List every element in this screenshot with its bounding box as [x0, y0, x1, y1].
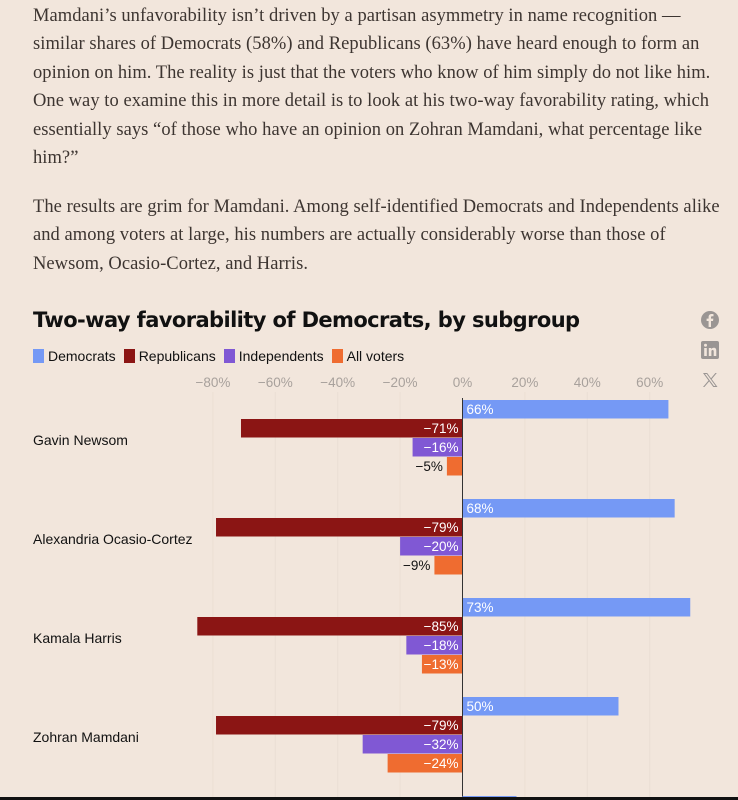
bar-republicans: [240, 419, 463, 438]
legend-label: All voters: [346, 348, 405, 364]
category-label: Gavin Newsom: [33, 432, 128, 448]
legend-swatch-democrats: [33, 349, 44, 363]
data-label: −32%: [424, 737, 459, 752]
bar-independents: [362, 735, 463, 754]
data-label: −5%: [415, 459, 442, 474]
legend-swatch-republicans: [123, 349, 135, 363]
bar-all-voters: [421, 655, 463, 674]
x-tick-label: 20%: [511, 375, 538, 390]
chart-legend: Democrats Republicans Independents All v…: [33, 348, 404, 364]
category-label: Kamala Harris: [33, 630, 122, 646]
x-tick-label: −80%: [195, 375, 230, 390]
bar-democrats: [462, 697, 619, 716]
legend-item-democrats: Democrats: [33, 348, 116, 364]
data-label: 68%: [467, 501, 494, 516]
data-label: 50%: [467, 699, 494, 714]
data-label: −71%: [424, 421, 459, 436]
data-label: −9%: [403, 558, 430, 573]
data-label: 73%: [467, 600, 494, 615]
facebook-icon[interactable]: [700, 310, 720, 330]
linkedin-icon[interactable]: [700, 340, 720, 360]
bar-all-voters: [434, 556, 463, 575]
bar-republicans: [216, 716, 463, 735]
data-label: −24%: [424, 756, 459, 771]
bar-independents: [412, 438, 463, 457]
bar-republicans: [197, 617, 463, 636]
category-label: Zohran Mamdani: [33, 729, 139, 745]
x-tick-label: −60%: [258, 375, 293, 390]
bar-independents: [400, 537, 463, 556]
data-label: −16%: [424, 440, 459, 455]
bar-independents: [406, 636, 463, 655]
category-label: Alexandria Ocasio-Cortez: [33, 531, 193, 547]
legend-item-republicans: Republicans: [123, 348, 216, 364]
chart-title: Two-way favorability of Democrats, by su…: [33, 308, 580, 332]
bar-all-voters: [446, 457, 463, 476]
data-label: 66%: [467, 402, 494, 417]
article-paragraph-2: The results are grim for Mamdani. Among …: [33, 197, 720, 274]
x-tick-label: 60%: [636, 375, 663, 390]
data-label: −20%: [424, 539, 459, 554]
x-tick-label: 0%: [453, 375, 473, 390]
legend-swatch-all-voters: [331, 349, 343, 363]
data-label: −18%: [424, 638, 459, 653]
x-tick-label: −40%: [320, 375, 355, 390]
page-bottom-edge: [0, 797, 738, 800]
bar-all-voters: [387, 754, 463, 773]
legend-label: Democrats: [48, 348, 116, 364]
legend-item-independents: Independents: [223, 348, 324, 364]
legend-label: Independents: [238, 348, 324, 364]
data-label: −79%: [424, 520, 459, 535]
bar-democrats: [462, 598, 691, 617]
x-tick-label: −20%: [383, 375, 418, 390]
legend-swatch-independents: [223, 349, 235, 363]
bar-democrats: [462, 400, 669, 419]
data-label: −79%: [424, 718, 459, 733]
bar-republicans: [216, 518, 463, 537]
legend-item-all-voters: All voters: [331, 348, 405, 364]
bar-chart: −80% −60% −40% −20% 0% 20% 40% 60% Gavin Newsom 6…: [33, 375, 691, 798]
x-tick-label: 40%: [574, 375, 601, 390]
x-icon[interactable]: [700, 370, 720, 390]
article-paragraph-1: Mamdani’s unfavorability isn’t driven by…: [33, 6, 711, 169]
data-label: −13%: [424, 657, 459, 672]
data-label: −85%: [424, 619, 459, 634]
bar-democrats: [462, 499, 675, 518]
legend-label: Republicans: [138, 348, 216, 364]
